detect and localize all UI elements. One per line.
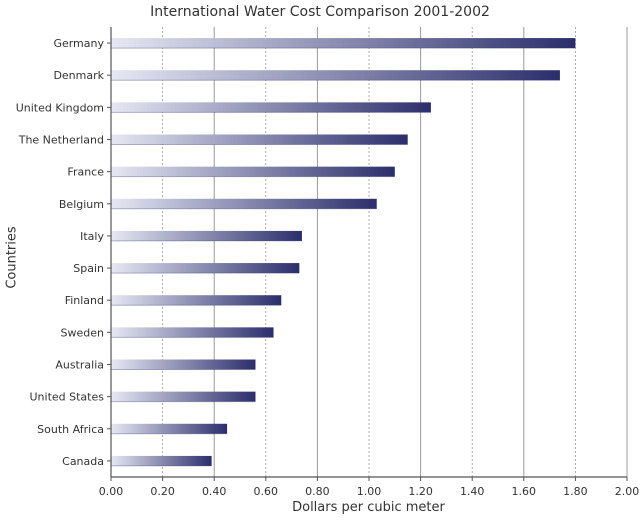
bar <box>111 295 282 306</box>
category-label: Australia <box>55 359 104 372</box>
category-label: United Kingdom <box>16 101 104 114</box>
category-label: South Africa <box>37 423 104 436</box>
category-label: France <box>67 166 104 179</box>
x-tick-label: 0.80 <box>305 485 330 498</box>
category-label: Italy <box>80 230 104 243</box>
x-tick-label: 1.00 <box>357 485 382 498</box>
x-tick-labels: 0.00 0.20 0.40 0.60 0.80 1.00 1.20 1.40 1.60 1.80… <box>99 477 640 498</box>
category-label: United States <box>30 391 105 404</box>
bar <box>111 359 256 370</box>
bars <box>111 38 576 467</box>
y-axis-label: Countries <box>4 226 20 289</box>
x-tick-label: 0.00 <box>99 485 124 498</box>
category-label: Canada <box>62 455 104 468</box>
x-axis-label: Dollars per cubic meter <box>292 500 445 515</box>
chart-title: International Water Cost Comparison 2001… <box>150 4 490 20</box>
gridlines <box>162 27 628 477</box>
x-tick-label: 0.60 <box>254 485 279 498</box>
category-label: Denmark <box>53 69 104 82</box>
x-tick-label: 1.20 <box>408 485 433 498</box>
x-tick-label: 1.60 <box>512 485 537 498</box>
x-tick-label: 0.20 <box>150 485 175 498</box>
x-tick-label: 2.00 <box>615 485 640 498</box>
category-label: Finland <box>65 294 104 307</box>
x-tick-label: 1.40 <box>460 485 485 498</box>
bar <box>111 230 302 241</box>
bar <box>111 455 212 466</box>
bar <box>111 423 228 434</box>
category-label: Spain <box>73 262 104 275</box>
bar <box>111 198 377 209</box>
category-label: Germany <box>53 37 104 50</box>
bar <box>111 102 431 113</box>
x-tick-label: 0.40 <box>202 485 227 498</box>
bar <box>111 38 576 49</box>
x-tick-label: 1.80 <box>563 485 588 498</box>
bar <box>111 70 560 81</box>
bar <box>111 166 395 177</box>
bar <box>111 391 256 402</box>
category-label: Belgium <box>59 198 104 211</box>
category-label: Sweden <box>61 326 104 339</box>
category-labels: Germany Denmark United Kingdom The Netherla… <box>16 37 111 468</box>
bar <box>111 327 274 338</box>
bar <box>111 134 408 145</box>
bar <box>111 263 300 274</box>
category-label: The Netherland <box>18 134 104 147</box>
